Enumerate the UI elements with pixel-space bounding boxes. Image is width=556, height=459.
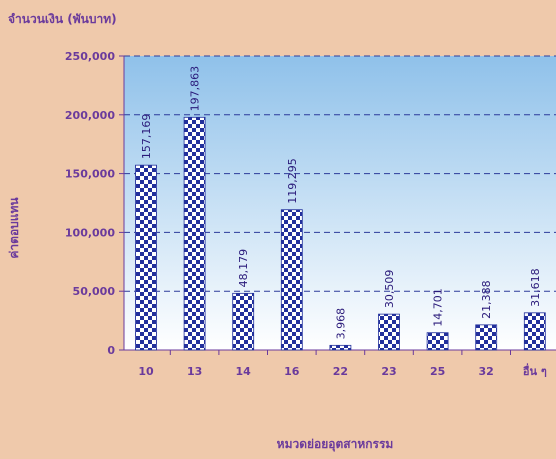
y-tick-label: 100,000 bbox=[65, 226, 115, 239]
x-tick-label: 13 bbox=[187, 365, 202, 378]
data-label: 21,388 bbox=[480, 280, 493, 319]
data-label: 30,509 bbox=[383, 270, 396, 309]
y-tick-label: 50,000 bbox=[73, 285, 116, 298]
bar bbox=[329, 344, 352, 351]
x-tick-label: 23 bbox=[381, 365, 396, 378]
y-axis: 0 50,000 100,000 150,000 200,000 250,000 bbox=[65, 50, 125, 357]
bar bbox=[426, 332, 449, 351]
x-tick-label: 10 bbox=[138, 365, 154, 378]
x-tick-label: 32 bbox=[479, 365, 494, 378]
data-label: 48,179 bbox=[237, 249, 250, 288]
y-tick-label: 0 bbox=[107, 344, 115, 357]
y-tick-label: 250,000 bbox=[65, 50, 115, 63]
bar bbox=[183, 116, 206, 351]
bar bbox=[523, 312, 546, 351]
data-label: 3,968 bbox=[334, 308, 347, 340]
unit-label: จำนวนเงิน (พันบาท) bbox=[8, 12, 117, 26]
data-label: 157,169 bbox=[140, 114, 153, 160]
data-label: 197,863 bbox=[189, 66, 202, 112]
data-labels: 157,169 197,863 48,179 119,295 3,968 30,509 14… bbox=[140, 66, 542, 340]
y-tick-label: 150,000 bbox=[65, 168, 115, 181]
x-axis-title: หมวดย่อยอุตสาหกรรม bbox=[277, 437, 394, 452]
x-tick-label: 22 bbox=[333, 365, 348, 378]
data-label: 31,618 bbox=[529, 268, 542, 307]
x-tick-label: 14 bbox=[236, 365, 252, 378]
x-tick-label: 25 bbox=[430, 365, 445, 378]
bar bbox=[135, 164, 157, 351]
bar bbox=[232, 292, 255, 351]
bar bbox=[280, 209, 303, 351]
x-tick-label: 16 bbox=[284, 365, 300, 378]
data-label: 14,701 bbox=[432, 288, 445, 327]
bar bbox=[378, 313, 400, 351]
data-label: 119,295 bbox=[286, 158, 299, 204]
y-axis-title: ค่าตอบแทน bbox=[7, 197, 21, 259]
bars bbox=[135, 116, 546, 351]
x-axis: 10 13 14 16 22 23 25 32 อื่น ๆ bbox=[124, 349, 556, 378]
y-tick-label: 200,000 bbox=[65, 109, 115, 122]
bar bbox=[475, 324, 498, 351]
x-tick-label: อื่น ๆ bbox=[522, 363, 546, 378]
